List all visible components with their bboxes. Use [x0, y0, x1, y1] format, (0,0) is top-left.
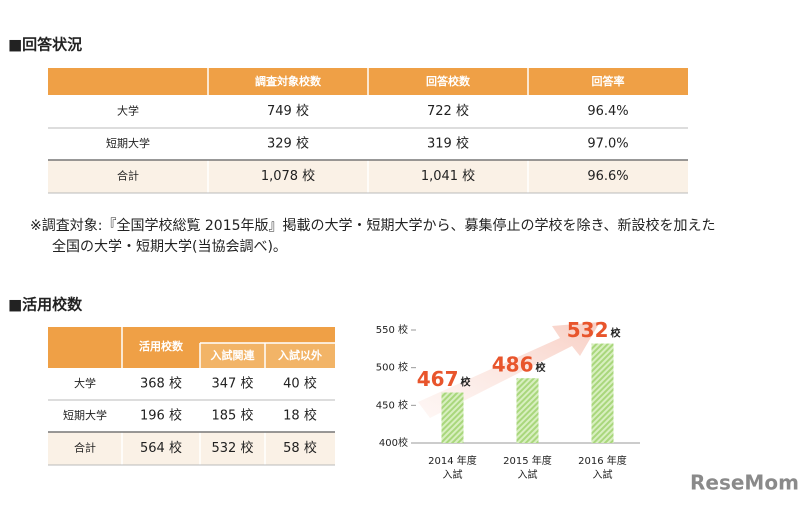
cell: 368 校: [140, 376, 182, 392]
cell: 96.6%: [587, 169, 628, 184]
value-label: 467: [417, 367, 459, 391]
cell: 97.0%: [587, 137, 628, 152]
bar: [441, 392, 464, 443]
note: ※調査対象:『全国学校総覧 2015年版』掲載の大学・短期大学から、募集停止の学…: [30, 217, 716, 234]
cell: 18 校: [283, 408, 317, 424]
x-tick-label: 2015 年度: [503, 454, 552, 467]
cell: 96.4%: [587, 104, 628, 119]
y-tick-label: 500 校: [376, 361, 408, 374]
note: 全国の大学・短期大学(当協会調べ)。: [52, 238, 287, 255]
cell: 185 校: [212, 408, 254, 424]
cell: 1,078 校: [261, 168, 315, 184]
bar: [516, 378, 539, 443]
column-header: 回答率: [592, 74, 625, 88]
x-tick-label: 入試: [593, 468, 613, 481]
column-header: 調査対象校数: [255, 74, 322, 88]
column-header: 活用校数: [139, 339, 184, 353]
value-unit: 校: [536, 361, 547, 374]
x-tick-label: 入試: [443, 468, 463, 481]
cell: 532 校: [212, 440, 254, 456]
cell: 347 校: [212, 376, 254, 392]
row-label: 短期大学: [106, 136, 150, 150]
section-title: ■活用校数: [8, 296, 83, 314]
column-subheader: 入試以外: [278, 348, 322, 362]
column-subheader: 入試関連: [211, 348, 256, 362]
y-tick-label: 550 校: [376, 323, 408, 336]
value-label: 486: [492, 353, 534, 377]
total-row-bg: [48, 432, 335, 465]
row-label: 大学: [74, 376, 96, 390]
value-label: 532: [567, 318, 609, 342]
y-tick-label: 450 校: [376, 398, 408, 411]
cell: 319 校: [427, 136, 469, 152]
subheader-bg: [200, 343, 335, 368]
cell: 564 校: [140, 440, 182, 456]
x-tick-label: 入試: [518, 468, 538, 481]
row-label: 大学: [117, 104, 139, 118]
bar: [591, 343, 614, 443]
cell: 1,041 校: [421, 168, 475, 184]
x-tick-label: 2016 年度: [578, 454, 627, 467]
row-label: 合計: [74, 441, 96, 455]
y-tick-label: 400校: [379, 436, 408, 449]
section-title: ■回答状況: [8, 36, 82, 54]
cell: 40 校: [283, 376, 317, 392]
row-label: 短期大学: [63, 408, 107, 422]
row-label: 合計: [117, 169, 139, 183]
cell: 196 校: [140, 408, 182, 424]
watermark: ReseMom: [690, 471, 799, 495]
x-tick-label: 2014 年度: [428, 454, 477, 467]
cell: 58 校: [283, 440, 317, 456]
column-header: 回答校数: [426, 74, 471, 88]
cell: 749 校: [267, 103, 309, 119]
cell: 722 校: [427, 103, 469, 119]
cell: 329 校: [267, 136, 309, 152]
value-unit: 校: [461, 376, 472, 389]
value-unit: 校: [611, 327, 622, 340]
